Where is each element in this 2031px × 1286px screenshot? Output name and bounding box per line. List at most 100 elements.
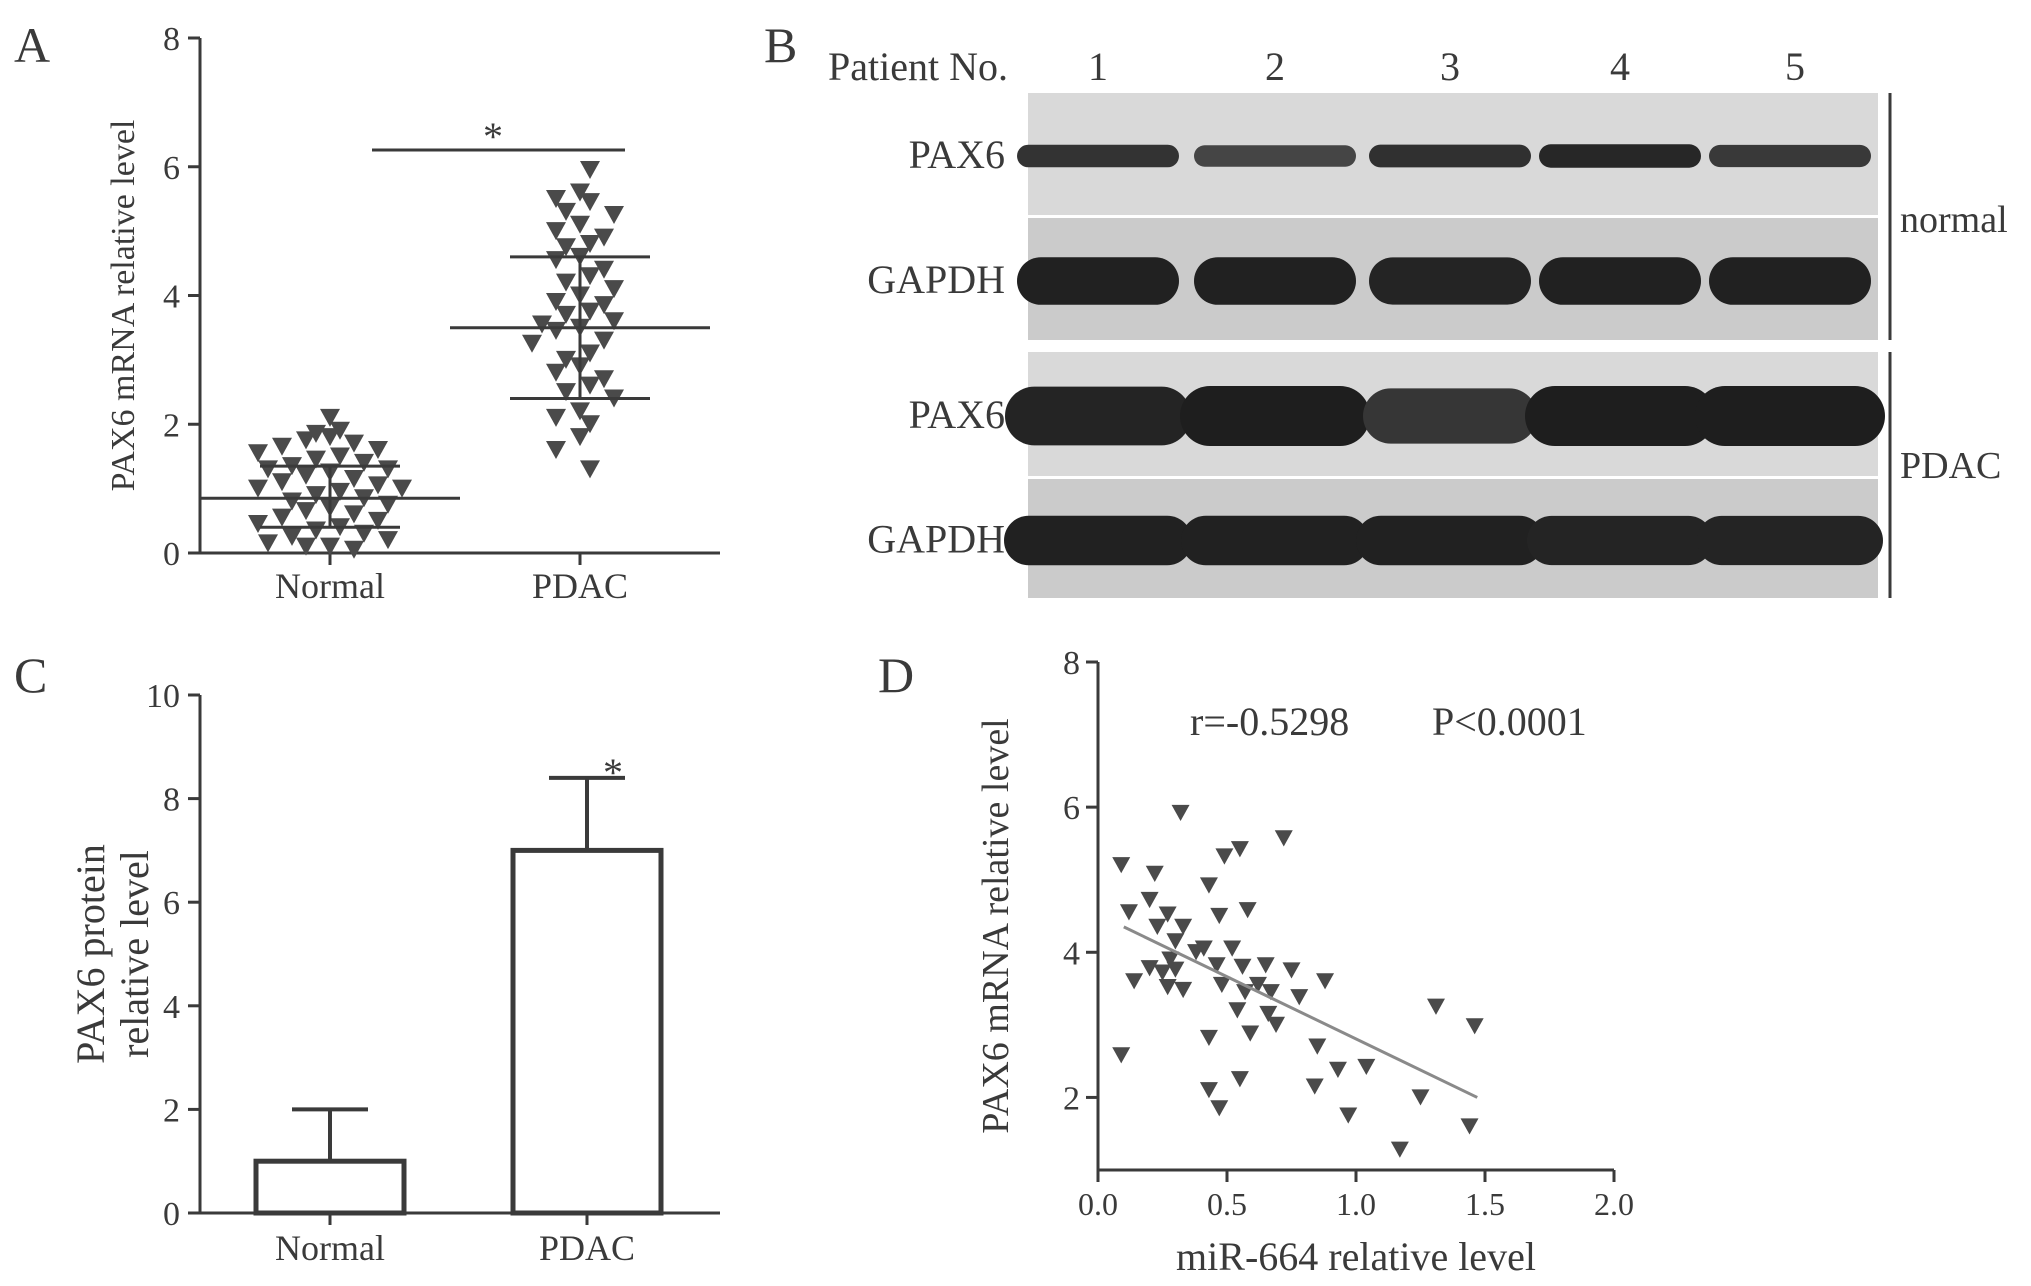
blot-band [1194, 145, 1356, 167]
data-point [1290, 989, 1309, 1006]
data-point [1256, 957, 1275, 974]
y-tick-label: 8 [163, 21, 180, 58]
data-point [1261, 984, 1280, 1001]
blot-band [1695, 386, 1885, 446]
data-point [580, 376, 600, 395]
data-point [1426, 998, 1445, 1015]
data-point [594, 296, 614, 315]
data-point [1282, 962, 1301, 979]
data-point [1228, 1002, 1247, 1019]
data-point [368, 511, 388, 530]
data-point [1339, 1107, 1358, 1124]
blot-band [1539, 144, 1701, 168]
data-point [594, 370, 614, 389]
data-point [522, 334, 542, 353]
data-point [604, 312, 624, 331]
data-point [306, 486, 326, 505]
data-point [306, 450, 326, 469]
data-point [344, 505, 364, 524]
data-point [570, 183, 590, 202]
data-point [282, 527, 302, 546]
panel-b-western-blot: Patient No. 1 2 3 4 5 PAX6 GAPDH PAX6 GAPDH normal… [828, 44, 2008, 598]
blot-band [1017, 257, 1179, 305]
blot-band [1005, 386, 1191, 446]
data-point [272, 437, 292, 456]
data-point [1210, 1100, 1229, 1117]
data-point [1199, 1082, 1218, 1099]
data-point [272, 473, 292, 492]
data-point [556, 383, 576, 402]
data-point [546, 363, 566, 382]
data-point [546, 441, 566, 459]
blot-band [1527, 515, 1713, 566]
data-point [1187, 944, 1206, 961]
data-point [1171, 804, 1190, 822]
group-label: PDAC [1900, 445, 2001, 487]
patient-number: 5 [1785, 44, 1805, 89]
panel-letter-c: C [14, 647, 47, 703]
y-tick-label: 8 [163, 782, 180, 819]
data-point [1357, 1058, 1376, 1076]
data-point [296, 466, 316, 485]
group-label: normal [1900, 199, 2008, 241]
data-point [320, 428, 340, 447]
patient-number: 1 [1088, 44, 1108, 89]
data-point [1112, 1047, 1131, 1064]
y-tick-label: 10 [146, 678, 180, 715]
data-point [1460, 1118, 1479, 1135]
data-point [1140, 891, 1159, 909]
data-point [296, 431, 316, 450]
data-point [594, 260, 614, 279]
y-tick-label: 2 [1063, 1080, 1080, 1117]
y-tick-label: 4 [163, 989, 180, 1026]
data-point [556, 350, 576, 369]
x-tick-label: PDAC [532, 566, 628, 606]
data-point [1112, 857, 1131, 874]
y-axis-label-line: relative level [112, 850, 157, 1058]
data-point [1308, 1038, 1327, 1055]
x-axis-label: miR-664 relative level [1176, 1234, 1536, 1279]
data-point [580, 267, 600, 286]
data-point [296, 537, 316, 556]
data-point [354, 453, 374, 472]
panel-a-mrna-scatter: 0 2 4 6 8 Normal PDAC PAX6 mRNA relative level * [105, 21, 720, 606]
data-point [1153, 964, 1172, 981]
blot-row-label: GAPDH [867, 257, 1005, 302]
data-point [556, 273, 576, 292]
data-point [1241, 1025, 1260, 1042]
x-tick-label: PDAC [539, 1228, 635, 1268]
data-point [248, 515, 268, 534]
data-point [1230, 841, 1249, 858]
data-point [368, 476, 388, 495]
data-point [1238, 902, 1257, 919]
data-point [1158, 979, 1177, 996]
y-tick-label: 0 [163, 1196, 180, 1233]
data-point [392, 479, 412, 498]
y-tick-label: 2 [163, 1092, 180, 1129]
data-point [604, 280, 624, 299]
data-point [272, 508, 292, 527]
x-tick-label: Normal [275, 566, 385, 606]
y-tick-label: 6 [163, 885, 180, 922]
blot-band [1369, 257, 1531, 305]
data-point [1161, 951, 1180, 968]
y-tick-label: 4 [163, 279, 180, 316]
data-point [368, 441, 388, 459]
blot-band [1709, 144, 1871, 168]
data-point [556, 305, 576, 324]
data-point [1199, 877, 1218, 894]
blot-band [1181, 515, 1369, 566]
y-tick-label: 0 [163, 536, 180, 573]
blot-band [1194, 257, 1356, 305]
data-point [580, 160, 600, 179]
data-point [1148, 918, 1167, 935]
data-point [1316, 973, 1335, 990]
data-point [1223, 940, 1242, 957]
y-tick-label: 8 [1063, 645, 1080, 682]
data-point [1166, 933, 1185, 950]
data-point [546, 222, 566, 241]
data-point [1259, 1005, 1278, 1023]
data-point [344, 469, 364, 488]
panel-d-correlation-scatter: 2 4 6 8 0.0 0.5 1.0 1.5 2.0 miR-664 relative leve… [975, 645, 1634, 1279]
blot-band [1709, 257, 1871, 305]
